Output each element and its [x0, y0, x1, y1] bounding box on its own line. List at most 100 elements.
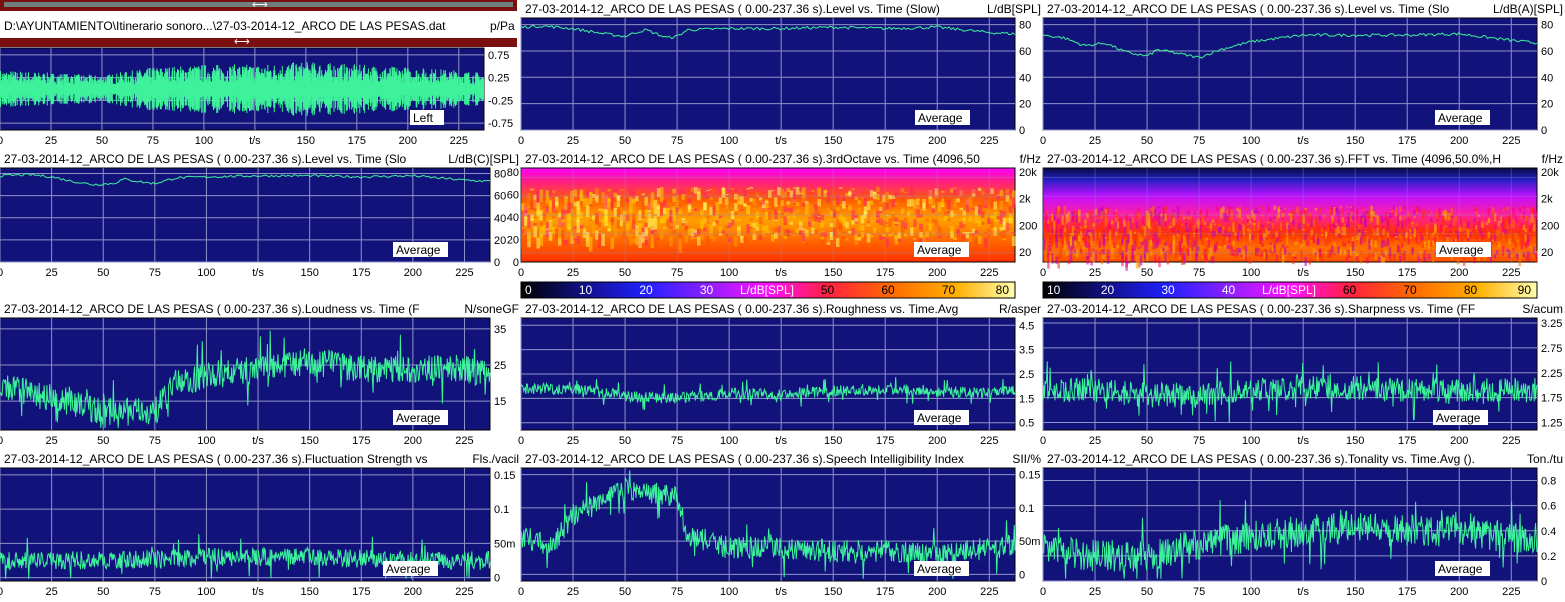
x-tick-label: 25: [1089, 267, 1101, 279]
spectrum-cell: [1327, 228, 1330, 234]
spectrum-cell: [1088, 232, 1091, 236]
y-tick-label: 0: [513, 257, 519, 269]
spectrum-cell: [1322, 226, 1326, 230]
spectrum-cell: [1355, 209, 1359, 215]
spectrum-cell: [1246, 223, 1250, 226]
spectrum-cell: [1436, 213, 1439, 215]
spectrum-cell: [916, 199, 920, 209]
spectrum-cell: [1263, 248, 1266, 253]
spectrum-cell: [1174, 253, 1178, 259]
y-tick-label: 80: [1541, 20, 1553, 32]
spectrum-cell: [1215, 206, 1219, 211]
overview-scrollbar[interactable]: ⟷: [0, 0, 517, 11]
spectrum-cell: [832, 220, 837, 225]
spectrum-cell: [573, 201, 578, 207]
spectrum-cell: [1248, 234, 1252, 242]
spectrum-cell: [641, 193, 645, 196]
range-selector[interactable]: ⟷: [0, 36, 517, 48]
spectrum-cell: [1384, 242, 1388, 247]
spectrum-cell: [1152, 239, 1155, 244]
spectrum-cell: [777, 195, 781, 205]
spectrum-cell: [1285, 222, 1289, 230]
spectrum-cell: [1281, 213, 1285, 217]
y-tick-label: 0: [1541, 576, 1547, 588]
colorbar-label: 20: [639, 283, 653, 297]
spectrum-cell: [1442, 233, 1445, 241]
spectrum-cell: [974, 216, 979, 224]
spectrum-cell: [1378, 245, 1382, 256]
spectrum-cell: [579, 211, 584, 226]
spectrum-cell: [1312, 225, 1316, 230]
spectrum-cell: [1370, 211, 1373, 221]
spectrum-cell: [1343, 255, 1347, 256]
spectrum-cell: [1259, 254, 1262, 257]
spectrum-cell: [1112, 212, 1116, 215]
spectrum-cell: [894, 217, 899, 226]
x-tick-label: 200: [1450, 435, 1468, 447]
spectrum-cell: [879, 207, 883, 212]
spectrum-cell: [931, 206, 936, 214]
spectrum-cell: [1298, 238, 1301, 241]
x-tick-label: 50: [97, 435, 109, 447]
spectrum-cell: [1071, 236, 1075, 249]
spectrum-cell: [1112, 231, 1116, 244]
spectrum-cell: [1275, 236, 1279, 244]
spectrum-cell: [687, 205, 692, 210]
spectrum-cell: [616, 195, 621, 207]
spectrum-cell: [1399, 256, 1402, 262]
spectrum-cell: [1141, 218, 1145, 225]
spectrum-cell: [780, 212, 784, 218]
spectrum-cell: [1203, 216, 1207, 219]
spectrum-cell: [1011, 231, 1016, 234]
panel-level_c: 27-03-2014-12_ARCO DE LAS PESAS ( 0.00-2…: [0, 152, 519, 279]
spectrum-cell: [1252, 223, 1256, 232]
spectrum-cell: [965, 218, 970, 221]
x-tick-label: 225: [450, 135, 468, 147]
spectrum-cell: [619, 214, 624, 227]
spectrum-cell: [1353, 253, 1357, 260]
spectrum-cell: [1384, 227, 1388, 237]
spectrum-cell: [1372, 216, 1375, 218]
spectrum-cell: [922, 198, 926, 208]
spectrum-cell: [1096, 218, 1100, 223]
spectrum-cell: [876, 210, 880, 219]
spectrum-cell: [1347, 235, 1351, 239]
spectrum-cell: [789, 214, 794, 220]
spectrum-cell: [718, 215, 723, 219]
spectrum-cell: [1172, 234, 1176, 246]
spectrum-cell: [1343, 223, 1347, 230]
resize-arrow-icon[interactable]: ⟷: [234, 36, 250, 48]
spectrum-cell: [1234, 239, 1237, 242]
spectrum-cell: [854, 196, 859, 201]
spectrum-cell: [1228, 216, 1231, 221]
y-tick-label: -0.25: [488, 95, 513, 107]
spectrum-cell: [1217, 224, 1221, 230]
panel-title: 27-03-2014-12_ARCO DE LAS PESAS ( 0.00-2…: [1047, 2, 1450, 16]
spectrum-cell: [622, 222, 627, 238]
spectrum-cell: [897, 219, 902, 222]
spectrum-cell: [1147, 213, 1151, 229]
x-tick-label: 50: [619, 135, 631, 147]
spectrum-cell: [570, 205, 574, 209]
spectrum-cell: [755, 222, 760, 230]
spectrum-cell: [1399, 253, 1402, 256]
spectrum-cell: [1479, 227, 1482, 236]
spectrum-cell: [795, 228, 800, 233]
spectrum-cell: [712, 221, 717, 227]
spectrum-cell: [687, 198, 692, 207]
spectrum-cell: [1096, 215, 1100, 219]
spectrum-cell: [1432, 237, 1435, 241]
spectrum-cell: [1043, 237, 1046, 251]
spectrum-cell: [1442, 211, 1445, 216]
spectrum-cell: [1098, 238, 1102, 249]
spectrum-cell: [1518, 206, 1522, 211]
spectrum-cell: [1392, 256, 1396, 261]
x-tick-label: 75: [1193, 586, 1205, 598]
spectrum-cell: [1506, 248, 1509, 253]
spectrum-cell: [696, 229, 701, 234]
spectrum-cell: [1349, 256, 1353, 258]
resize-arrow-icon[interactable]: ⟷: [252, 0, 268, 11]
x-tick-label: 150: [300, 586, 318, 598]
spectrum-cell: [638, 189, 642, 200]
spectrum-cell: [984, 231, 988, 235]
